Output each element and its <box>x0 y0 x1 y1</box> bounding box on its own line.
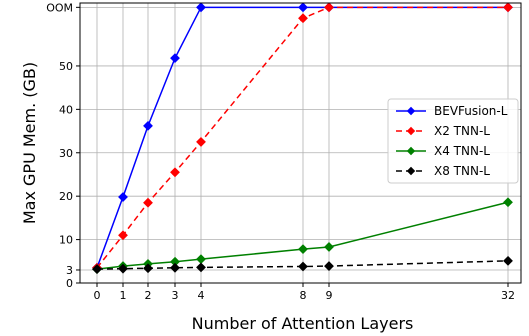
data-point <box>298 244 308 255</box>
legend-marker <box>406 166 416 176</box>
legend-box <box>387 98 519 184</box>
x-axis-ticks: 0 1 2 3 4 8 9 32 <box>94 283 515 302</box>
legend-entry: X8 TNN-L <box>396 164 490 178</box>
legend-entry: BEVFusion-L <box>396 104 508 118</box>
legend-marker <box>406 146 416 156</box>
y-tick-label: 30 <box>59 147 73 160</box>
data-point <box>503 2 513 13</box>
legend-label: BEVFusion-L <box>434 104 508 118</box>
data-point <box>298 13 308 24</box>
data-point <box>298 2 308 13</box>
y-tick-label: 10 <box>59 234 73 247</box>
data-point <box>503 197 513 208</box>
data-point <box>118 192 128 202</box>
legend-label: X8 TNN-L <box>434 164 490 178</box>
y-tick-label: 40 <box>59 103 73 116</box>
legend-marker <box>406 126 416 136</box>
series-line <box>96 6 508 269</box>
data-point <box>196 262 206 273</box>
x-axis-title: Number of Attention Layers <box>192 314 414 333</box>
plot-frame <box>79 2 522 284</box>
legend: BEVFusion-L X2 TNN-L X4 TNN-L X8 TNN-L <box>387 98 519 184</box>
y-tick-label: 3 <box>66 264 73 277</box>
x-tick-label: 1 <box>120 289 127 302</box>
legend-marker <box>406 106 416 116</box>
y-tick-label: 0 <box>66 277 73 290</box>
x-tick-label: 8 <box>300 289 307 302</box>
data-point <box>170 53 180 64</box>
data-point <box>324 2 334 13</box>
x-tick-label: 3 <box>172 289 179 302</box>
data-point <box>503 255 513 266</box>
data-point <box>118 263 128 274</box>
data-point <box>170 167 180 178</box>
data-point <box>143 197 153 208</box>
series-layer <box>92 2 513 275</box>
x-tick-label: 4 <box>198 289 205 302</box>
data-point <box>92 264 102 275</box>
y-tick-label: OOM <box>46 1 73 14</box>
series-x8-tnn-l <box>92 255 513 275</box>
y-tick-label: 20 <box>59 190 73 203</box>
data-point <box>196 2 206 13</box>
data-point <box>118 230 128 241</box>
legend-label: X2 TNN-L <box>434 124 490 138</box>
data-point <box>298 261 308 272</box>
data-point <box>324 242 334 252</box>
y-axis-ticks: 03 10 20 30 40 50 OOM <box>46 1 80 290</box>
data-point <box>143 263 153 274</box>
x-tick-label: 0 <box>94 289 101 302</box>
x-tick-label: 32 <box>501 289 515 302</box>
y-tick-label: 50 <box>59 60 73 73</box>
legend-label: X4 TNN-L <box>434 144 490 158</box>
data-point <box>196 137 206 147</box>
data-point <box>324 261 334 271</box>
data-point <box>170 262 180 273</box>
x-tick-label: 9 <box>326 289 333 302</box>
x-tick-label: 2 <box>145 289 152 302</box>
data-point <box>143 120 153 131</box>
legend-entry: X4 TNN-L <box>396 144 490 158</box>
y-axis-title: Max GPU Mem. (GB) <box>20 62 39 224</box>
legend-entry: X2 TNN-L <box>396 124 490 138</box>
